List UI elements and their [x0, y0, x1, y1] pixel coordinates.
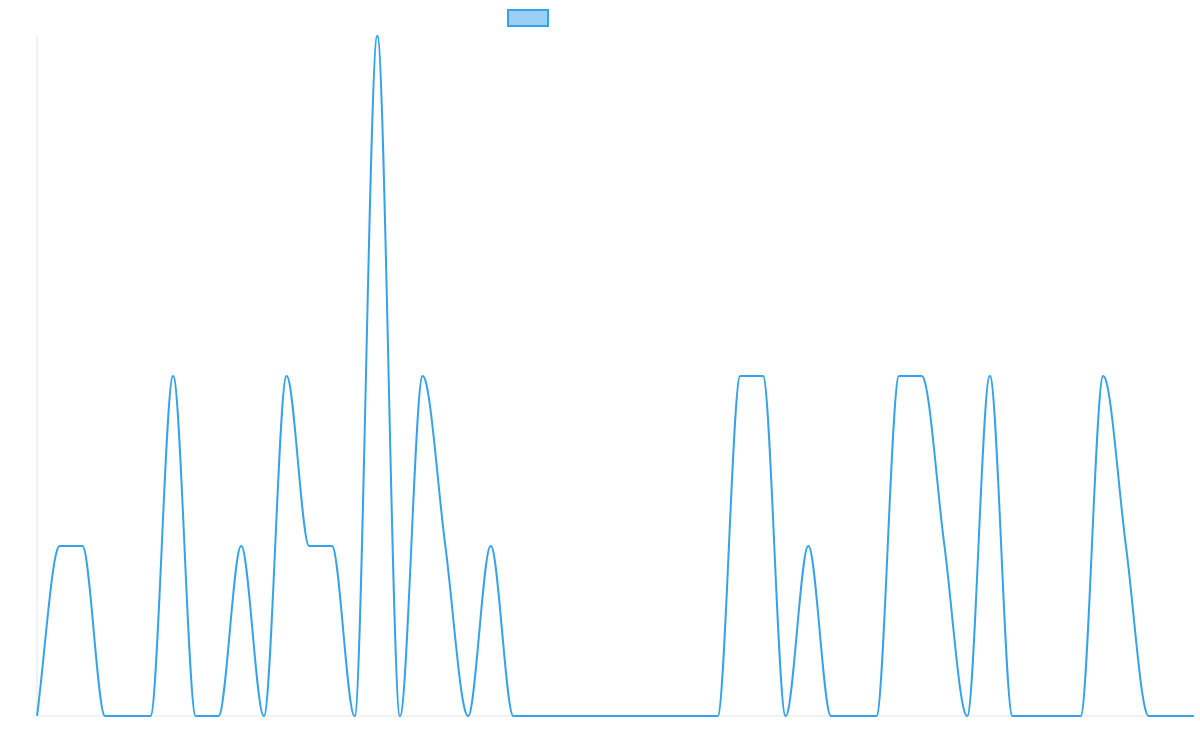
data-point-24[interactable] [578, 713, 584, 719]
data-point-8[interactable] [215, 713, 221, 719]
data-point-1[interactable] [57, 543, 63, 549]
data-point-33[interactable] [783, 713, 789, 719]
data-point-5[interactable] [147, 713, 153, 719]
data-point-42[interactable] [987, 373, 993, 379]
data-point-28[interactable] [669, 713, 675, 719]
data-point-3[interactable] [102, 713, 108, 719]
data-point-41[interactable] [964, 713, 970, 719]
legend[interactable] [507, 9, 549, 27]
data-point-11[interactable] [284, 373, 290, 379]
legend-swatch[interactable] [507, 9, 549, 27]
data-point-43[interactable] [1010, 713, 1016, 719]
data-point-16[interactable] [397, 713, 403, 719]
data-point-12[interactable] [306, 543, 312, 549]
data-point-30[interactable] [715, 713, 721, 719]
data-point-37[interactable] [873, 713, 879, 719]
data-point-51[interactable] [1191, 713, 1197, 719]
data-point-47[interactable] [1100, 373, 1106, 379]
data-point-17[interactable] [420, 373, 426, 379]
data-point-6[interactable] [170, 373, 176, 379]
data-point-35[interactable] [828, 713, 834, 719]
data-point-22[interactable] [533, 713, 539, 719]
data-point-21[interactable] [510, 713, 516, 719]
data-point-29[interactable] [692, 713, 698, 719]
data-point-15[interactable] [374, 33, 380, 39]
data-point-49[interactable] [1146, 713, 1152, 719]
data-point-45[interactable] [1055, 713, 1061, 719]
data-point-39[interactable] [919, 373, 925, 379]
data-point-32[interactable] [760, 373, 766, 379]
data-point-14[interactable] [352, 713, 358, 719]
data-point-25[interactable] [601, 713, 607, 719]
data-point-4[interactable] [125, 713, 131, 719]
data-point-27[interactable] [647, 713, 653, 719]
data-point-13[interactable] [329, 543, 335, 549]
data-point-48[interactable] [1123, 543, 1129, 549]
data-point-50[interactable] [1168, 713, 1174, 719]
data-point-0[interactable] [34, 713, 40, 719]
data-point-20[interactable] [488, 543, 494, 549]
data-point-7[interactable] [193, 713, 199, 719]
data-point-31[interactable] [737, 373, 743, 379]
data-point-26[interactable] [624, 713, 630, 719]
series-line [36, 35, 1194, 717]
data-point-2[interactable] [79, 543, 85, 549]
data-point-19[interactable] [465, 713, 471, 719]
data-point-38[interactable] [896, 373, 902, 379]
data-point-44[interactable] [1032, 713, 1038, 719]
data-point-23[interactable] [556, 713, 562, 719]
data-point-36[interactable] [851, 713, 857, 719]
data-point-40[interactable] [941, 543, 947, 549]
data-point-10[interactable] [261, 713, 267, 719]
data-point-18[interactable] [442, 543, 448, 549]
data-point-46[interactable] [1078, 713, 1084, 719]
data-point-34[interactable] [805, 543, 811, 549]
data-point-9[interactable] [238, 543, 244, 549]
